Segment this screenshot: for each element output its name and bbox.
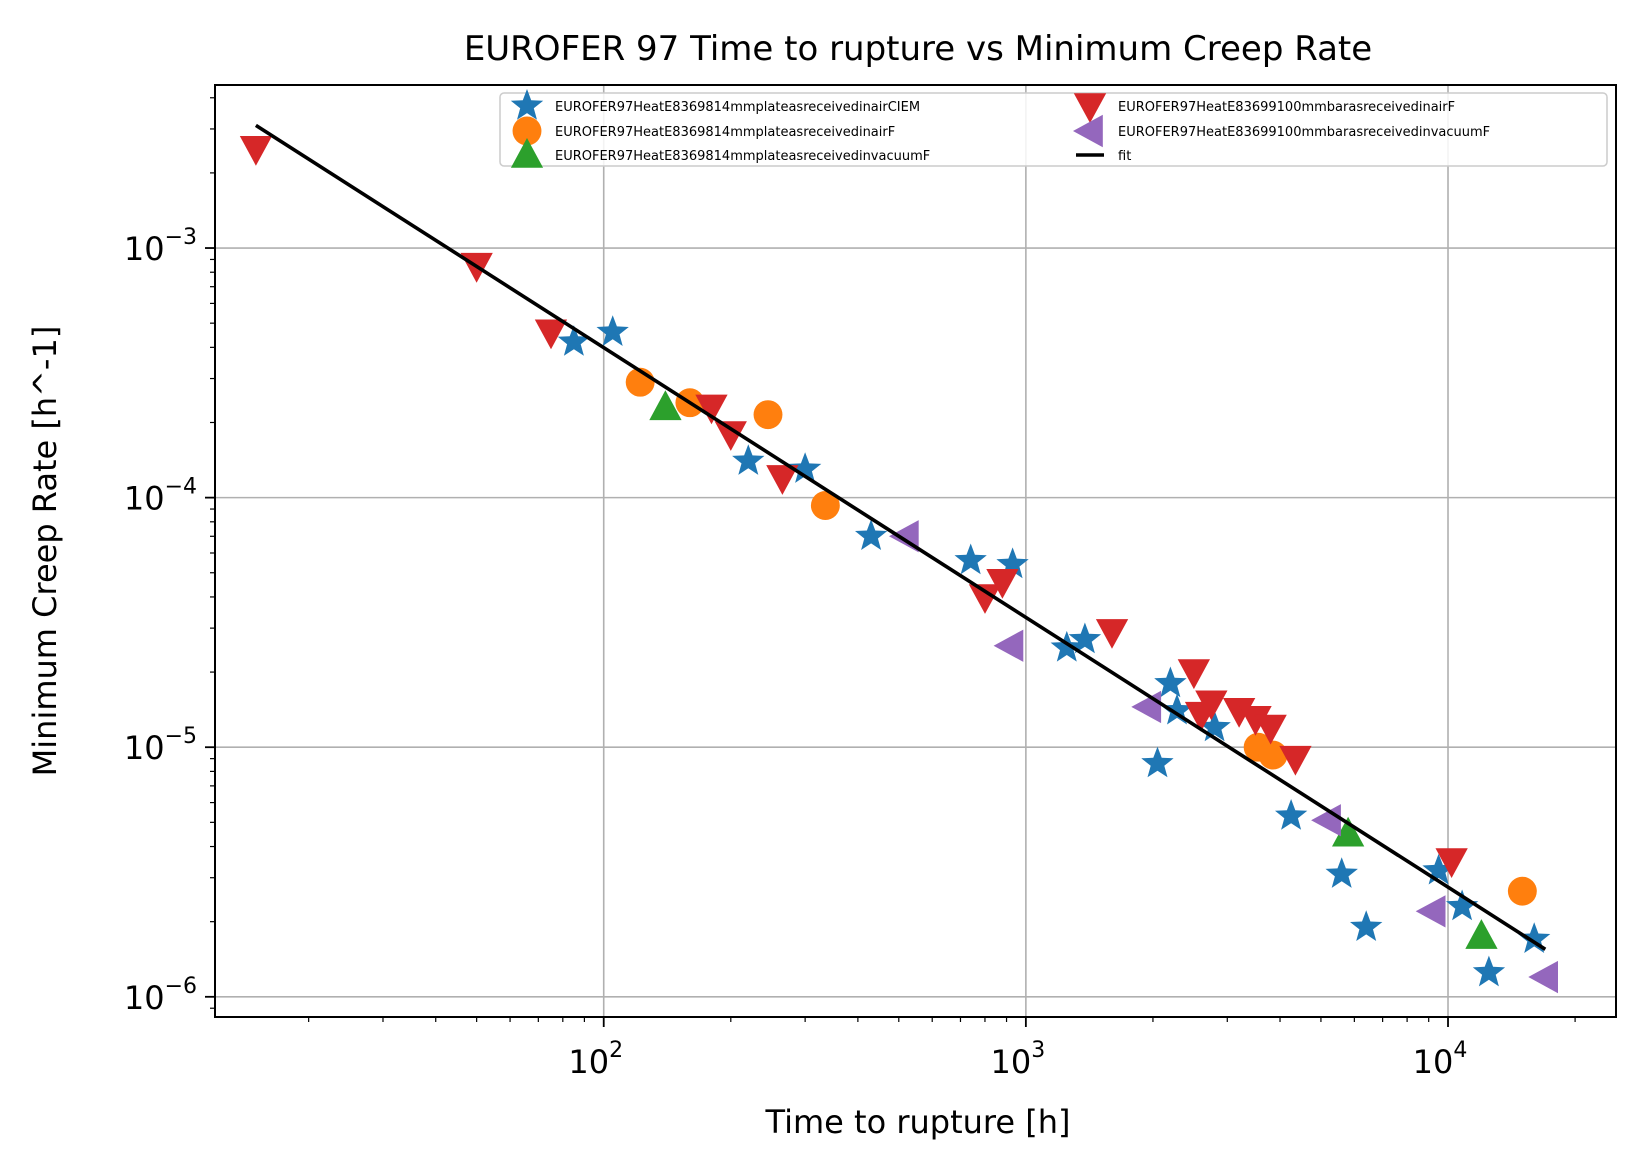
legend-marker [1073, 114, 1103, 148]
data-point [695, 394, 728, 425]
data-point [1472, 955, 1506, 987]
data-point [1177, 659, 1210, 690]
y-tick-label-base: 10 [124, 729, 165, 767]
data-point [1518, 922, 1551, 953]
data-point [1528, 960, 1558, 994]
x-tick-label-exponent: 3 [1031, 1038, 1045, 1063]
data-point [789, 452, 822, 483]
data-point [534, 319, 568, 350]
data-point [649, 390, 682, 421]
legend-entry: EUROFER97HeatE8369814mmplateasreceivedin… [510, 138, 930, 168]
legend-marker [510, 138, 544, 168]
y-axis-title: Minimum Creep Rate [h^-1] [26, 326, 64, 777]
data-point [596, 315, 629, 346]
legend-label: EUROFER97HeatE83699100mmbarasreceivedinv… [1118, 125, 1490, 140]
legend-entry: fit [1076, 149, 1131, 164]
y-tick-label-exponent: −5 [165, 724, 197, 749]
data-point [766, 465, 799, 495]
fit-layer [254, 123, 1547, 951]
legend-marker [1073, 93, 1107, 123]
data-point [986, 569, 1019, 599]
x-tick-label-exponent: 2 [609, 1038, 623, 1063]
data-point [1415, 895, 1446, 928]
data-point [732, 444, 765, 475]
series-3-points [649, 390, 1498, 949]
x-tick-label: 104 [1413, 1038, 1468, 1081]
data-point [1050, 630, 1083, 662]
legend-label: EUROFER97HeatE8369814mmplateasreceivedin… [555, 125, 895, 140]
data-point [810, 491, 840, 520]
y-tick-label-base: 10 [124, 979, 165, 1017]
data-point [954, 543, 987, 575]
x-axis-title: Time to rupture [h] [765, 1103, 1071, 1141]
series-1-points [557, 315, 1551, 987]
data-point [1198, 710, 1231, 742]
x-tick-label-base: 10 [1413, 1043, 1454, 1081]
y-tick-label-exponent: −4 [165, 475, 197, 500]
legend-entry: EUROFER97HeatE8369814mmplateasreceivedin… [512, 116, 895, 146]
data-point [1332, 816, 1365, 847]
data-point [753, 400, 783, 430]
x-tick-label-base: 10 [991, 1043, 1032, 1081]
legend-entry: EUROFER97HeatE83699100mmbarasreceivedina… [1073, 93, 1455, 123]
data-point [1095, 619, 1129, 649]
legend-label: EUROFER97HeatE83699100mmbarasreceivedina… [1118, 100, 1455, 115]
y-tick-label-exponent: −6 [165, 974, 197, 999]
data-point [855, 519, 888, 550]
y-tick-label: 10−5 [124, 724, 197, 767]
data-point [1254, 714, 1287, 745]
data-point [968, 584, 1002, 614]
legend-label: EUROFER97HeatE8369814mmplateasreceivedin… [555, 149, 930, 164]
legend-box [499, 92, 1608, 167]
y-tick-label-exponent: −3 [165, 225, 197, 250]
data-point [557, 325, 591, 356]
data-point [993, 629, 1024, 662]
data-point [1239, 706, 1272, 736]
data-point [1422, 853, 1455, 885]
y-tick-label: 10−4 [124, 475, 197, 518]
legend-label: fit [1118, 149, 1131, 164]
data-point [1507, 876, 1537, 906]
legend-entry: EUROFER97HeatE83699100mmbarasreceivedinv… [1073, 114, 1490, 148]
data-point [1350, 910, 1383, 941]
legend-marker [512, 116, 542, 146]
series-4-points [239, 136, 1468, 878]
y-tick-label: 10−3 [124, 225, 197, 268]
series-2-points [625, 367, 1537, 906]
legend: EUROFER97HeatE8369814mmplateasreceivedin… [499, 89, 1608, 168]
data-points [239, 136, 1558, 994]
y-tick-label-base: 10 [124, 480, 165, 518]
data-point [1325, 857, 1358, 888]
x-tick-label: 103 [991, 1038, 1046, 1081]
x-tick-label: 102 [568, 1038, 623, 1081]
data-point [1279, 745, 1312, 776]
data-point [996, 547, 1029, 579]
plot-frame [214, 84, 1617, 1018]
data-point [239, 136, 273, 166]
data-point [1435, 848, 1468, 878]
x-tick-label-exponent: 4 [1453, 1038, 1467, 1063]
y-tick-label: 10−6 [124, 974, 197, 1017]
legend-marker [510, 89, 544, 120]
fit-line [254, 123, 1547, 951]
y-tick-label-base: 10 [124, 230, 165, 268]
x-tick-label-base: 10 [568, 1043, 609, 1081]
data-point [1068, 622, 1102, 654]
data-point [1195, 690, 1228, 721]
data-point [1154, 666, 1187, 698]
data-point [1141, 746, 1174, 778]
data-point [1275, 799, 1308, 830]
legend-label: EUROFER97HeatE8369814mmplateasreceivedin… [555, 100, 920, 115]
data-point [1258, 740, 1288, 770]
data-point [1465, 919, 1498, 949]
data-point [1223, 698, 1256, 728]
data-point [1446, 889, 1479, 921]
chart-title: EUROFER 97 Time to rupture vs Minimum Cr… [464, 29, 1372, 69]
data-point [714, 421, 747, 451]
legend-entry: EUROFER97HeatE8369814mmplateasreceivedin… [510, 89, 920, 120]
data-point [1160, 693, 1194, 725]
